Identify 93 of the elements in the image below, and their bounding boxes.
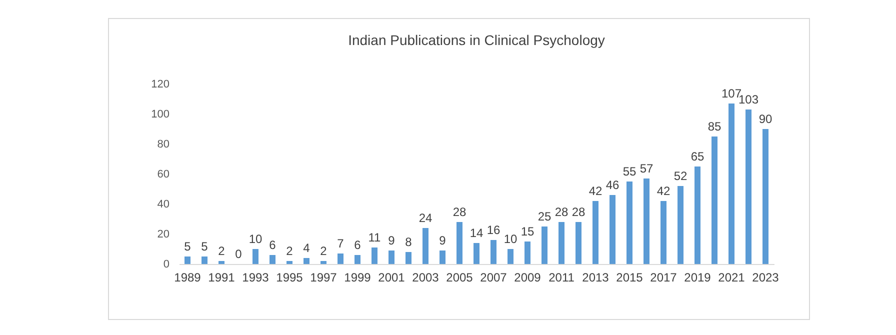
- bar: [558, 222, 564, 264]
- data-label: 0: [235, 247, 242, 261]
- bar: [576, 222, 582, 264]
- y-tick-label: 120: [151, 78, 170, 90]
- bar: [252, 249, 258, 264]
- x-tick-label: 2003: [412, 270, 440, 284]
- data-label: 15: [520, 224, 534, 238]
- data-label: 5: [201, 240, 208, 254]
- bar: [184, 256, 190, 264]
- data-label: 2: [218, 244, 226, 258]
- x-tick-label: 1997: [310, 270, 338, 284]
- x-tick-label: 1995: [276, 270, 304, 284]
- x-tick-label: 2023: [752, 270, 780, 284]
- bar: [660, 201, 666, 264]
- bar: [592, 201, 598, 264]
- data-label: 52: [674, 169, 688, 183]
- x-tick-label: 2011: [548, 270, 575, 284]
- bar: [406, 252, 412, 264]
- y-tick-label: 0: [163, 258, 170, 270]
- data-label: 90: [758, 112, 772, 126]
- bar: [304, 258, 310, 264]
- data-label: 11: [368, 230, 382, 244]
- data-label: 14: [470, 226, 484, 240]
- data-label: 28: [572, 205, 586, 219]
- y-tick-label: 100: [151, 108, 170, 120]
- data-label: 16: [486, 223, 500, 237]
- data-label: 6: [269, 238, 276, 252]
- bar: [524, 242, 530, 264]
- bar: [338, 254, 344, 264]
- bar: [474, 243, 480, 264]
- data-label: 9: [439, 234, 446, 248]
- bar: [678, 186, 684, 264]
- x-tick-label: 2019: [684, 270, 712, 284]
- data-label: 28: [554, 205, 568, 219]
- data-label: 10: [504, 232, 518, 246]
- x-tick-label: 1993: [242, 270, 270, 284]
- x-tick-label: 2007: [480, 270, 508, 284]
- x-tick-label: 2005: [446, 270, 474, 284]
- bar: [746, 110, 752, 264]
- data-label: 5: [184, 240, 192, 254]
- bar: [202, 256, 208, 264]
- y-tick-label: 80: [157, 138, 170, 150]
- data-label: 4: [303, 241, 310, 255]
- data-label: 6: [354, 238, 362, 252]
- data-label: 28: [452, 205, 466, 219]
- data-label: 2: [320, 244, 328, 258]
- bar: [372, 248, 378, 264]
- x-tick-label: 1989: [174, 270, 202, 284]
- chart-title: Indian Publications in Clinical Psychology: [348, 32, 605, 48]
- data-label: 42: [588, 184, 602, 198]
- data-label: 65: [690, 150, 704, 164]
- x-tick-label: 1999: [344, 270, 372, 284]
- bar: [508, 249, 514, 264]
- y-tick-label: 60: [157, 168, 170, 180]
- bar: [422, 228, 428, 264]
- x-tick-label: 2001: [378, 270, 406, 284]
- data-label: 7: [337, 236, 344, 250]
- x-tick-label: 2013: [582, 270, 610, 284]
- data-label: 9: [388, 234, 396, 248]
- x-tick-label: 2017: [650, 270, 678, 284]
- y-tick-label: 20: [157, 228, 170, 240]
- bar: [490, 240, 496, 264]
- x-tick-label: 2015: [616, 270, 644, 284]
- data-label: 25: [538, 210, 552, 224]
- bar: [440, 250, 446, 264]
- bar: [286, 261, 292, 264]
- bar: [320, 261, 326, 264]
- bar: [610, 195, 616, 264]
- data-label: 10: [248, 232, 262, 246]
- bar: [388, 250, 394, 264]
- x-tick-label: 1991: [208, 270, 236, 284]
- bar: [712, 136, 718, 264]
- bar: [762, 129, 768, 264]
- bar: [694, 166, 700, 264]
- bar: [354, 255, 360, 264]
- data-label: 2: [286, 244, 294, 258]
- data-label: 55: [622, 164, 636, 178]
- x-tick-label: 2021: [718, 270, 746, 284]
- x-tick-label: 2009: [514, 270, 542, 284]
- bar: [270, 255, 276, 264]
- data-label: 57: [640, 162, 654, 176]
- y-tick-label: 40: [157, 198, 170, 210]
- data-label: 8: [405, 235, 412, 249]
- data-label: 85: [708, 120, 722, 134]
- bar: [728, 104, 734, 264]
- bar: [542, 226, 548, 264]
- bar: [644, 178, 650, 264]
- data-label: 46: [606, 178, 620, 192]
- bar: [456, 222, 462, 264]
- data-label: 42: [656, 184, 670, 198]
- data-label: 24: [418, 211, 432, 225]
- bar: [626, 182, 632, 264]
- bar: [218, 261, 224, 264]
